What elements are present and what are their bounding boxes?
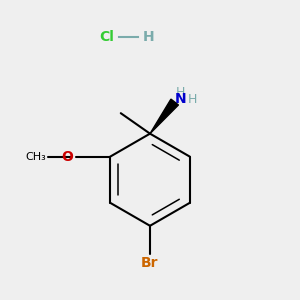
Text: Br: Br <box>141 256 159 269</box>
Text: H: H <box>143 30 154 44</box>
Text: H: H <box>176 86 185 99</box>
Polygon shape <box>150 99 178 134</box>
Text: O: O <box>61 150 73 164</box>
Text: N: N <box>175 92 187 106</box>
Text: Cl: Cl <box>100 30 114 44</box>
Text: CH₃: CH₃ <box>26 152 46 162</box>
Text: H: H <box>188 93 197 106</box>
